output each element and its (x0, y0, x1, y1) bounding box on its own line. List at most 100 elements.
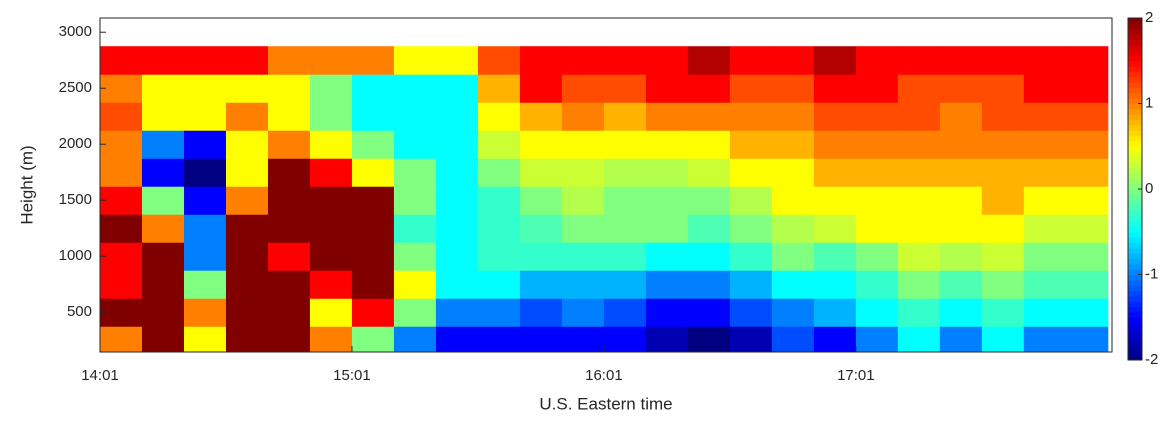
colorbar-swatch (1128, 199, 1142, 206)
heat-cell (603, 74, 647, 103)
heat-cell (897, 158, 941, 187)
heat-cell (435, 130, 479, 159)
heat-cell (981, 158, 1025, 187)
colorbar-swatch (1128, 231, 1142, 238)
heat-cell (813, 326, 857, 352)
colorbar-swatch (1128, 317, 1142, 324)
heat-cell (687, 158, 731, 187)
heat-cell (477, 46, 521, 75)
colorbar-tick-label: 1 (1145, 94, 1153, 111)
heat-cell (687, 214, 731, 243)
heat-cell (855, 74, 899, 103)
colorbar-swatch (1128, 194, 1142, 201)
heat-cell (225, 270, 269, 299)
heat-cell (100, 74, 143, 103)
heat-cell (100, 326, 143, 352)
colorbar-swatch (1128, 124, 1142, 131)
heat-cell (855, 298, 899, 327)
colorbar-swatch (1128, 172, 1142, 179)
heat-cell (393, 214, 437, 243)
colorbar-swatch (1128, 263, 1142, 270)
heat-cell (141, 158, 185, 187)
heat-cell (519, 158, 563, 187)
colorbar-swatch (1128, 333, 1142, 340)
heat-cell (267, 298, 311, 327)
heat-cell (393, 130, 437, 159)
heat-cell (939, 158, 983, 187)
heat-cell (981, 186, 1025, 215)
heat-cell (1065, 158, 1109, 187)
heat-cell (519, 242, 563, 271)
heat-cell (855, 46, 899, 75)
heat-cell (309, 158, 353, 187)
heat-cell (141, 214, 185, 243)
heat-cell (267, 242, 311, 271)
heat-cell (561, 298, 605, 327)
colorbar-swatch (1128, 279, 1142, 286)
heat-cell (351, 186, 395, 215)
heat-cell (813, 214, 857, 243)
colorbar-swatch (1128, 82, 1142, 88)
heat-cell (183, 186, 227, 215)
heat-cell (519, 102, 563, 131)
heat-cell (687, 242, 731, 271)
colorbar-swatch (1128, 34, 1142, 40)
heat-cell (225, 186, 269, 215)
heat-cell (939, 186, 983, 215)
heat-cell (1023, 270, 1067, 299)
heat-cell (267, 158, 311, 187)
heat-cell (309, 102, 353, 131)
heat-cell (351, 74, 395, 103)
heat-cell (855, 102, 899, 131)
heat-cell (351, 158, 395, 187)
heat-cell (981, 102, 1025, 131)
heat-cell (687, 130, 731, 159)
heat-cell (1023, 298, 1067, 327)
heat-cell (351, 130, 395, 159)
heat-cell (393, 46, 437, 75)
colorbar-swatch (1128, 87, 1142, 94)
heat-cell (897, 298, 941, 327)
heat-cell (351, 214, 395, 243)
heat-cell (729, 298, 773, 327)
colorbar-swatch (1128, 151, 1142, 158)
heat-cell (771, 130, 815, 159)
heat-cell (1023, 214, 1067, 243)
heat-cell (603, 158, 647, 187)
heat-cell (813, 46, 857, 75)
heat-cell (939, 214, 983, 243)
heat-cell (645, 214, 689, 243)
heat-cell (981, 214, 1025, 243)
heat-cell (393, 270, 437, 299)
colorbar-swatch (1128, 253, 1142, 259)
heat-cell (393, 158, 437, 187)
heat-cell (771, 186, 815, 215)
heat-cell (393, 298, 437, 327)
heat-cell (477, 270, 521, 299)
heat-cell (351, 326, 395, 352)
heat-cell (267, 214, 311, 243)
heat-cell (141, 270, 185, 299)
heat-cell (100, 158, 143, 187)
heat-cell (183, 74, 227, 103)
heat-cell (267, 102, 311, 131)
heat-cell (855, 158, 899, 187)
heat-cell (267, 130, 311, 159)
heat-cell (477, 326, 521, 352)
heat-cell (183, 270, 227, 299)
heat-cell (141, 46, 185, 75)
heat-cell (729, 102, 773, 131)
colorbar-swatch (1128, 71, 1142, 78)
heat-cell (981, 74, 1025, 103)
heat-cell (435, 102, 479, 131)
heat-cell (687, 270, 731, 299)
heat-cell (939, 130, 983, 159)
heat-cell (477, 186, 521, 215)
colorbar-swatch (1128, 55, 1142, 62)
heat-cell (813, 242, 857, 271)
heat-cell (561, 102, 605, 131)
heat-cell (687, 74, 731, 103)
heat-cell (393, 326, 437, 352)
heat-cell (729, 158, 773, 187)
colorbar-swatch (1128, 226, 1142, 233)
